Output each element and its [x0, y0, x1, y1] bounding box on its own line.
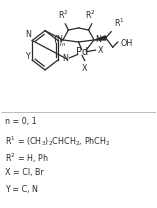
Text: N: N [95, 35, 101, 45]
Text: R$^{1}$ = (CH$_{3}$)$_{2}$CHCH$_{2}$, PhCH$_{2}$: R$^{1}$ = (CH$_{3}$)$_{2}$CHCH$_{2}$, Ph… [5, 134, 111, 148]
Text: X = Cl, Br: X = Cl, Br [5, 168, 44, 177]
Text: (: ( [53, 35, 57, 45]
Text: Y = C, N: Y = C, N [5, 185, 38, 194]
Text: R$^{1}$: R$^{1}$ [114, 17, 124, 29]
Text: N: N [56, 35, 62, 45]
Polygon shape [95, 36, 106, 40]
Text: N: N [62, 54, 68, 63]
Text: )$_{\mathit{n}}$: )$_{\mathit{n}}$ [58, 37, 66, 49]
Text: X: X [98, 46, 103, 55]
Text: X: X [82, 64, 87, 73]
Text: OH: OH [121, 38, 133, 48]
Text: R$^{2}$: R$^{2}$ [58, 9, 68, 21]
Text: N: N [26, 30, 31, 40]
Text: Pd: Pd [76, 47, 88, 57]
Text: R$^{2}$: R$^{2}$ [85, 9, 95, 21]
Text: Y: Y [25, 52, 30, 61]
Text: n = 0, 1: n = 0, 1 [5, 118, 37, 126]
Text: R$^{2}$ = H, Ph: R$^{2}$ = H, Ph [5, 151, 49, 165]
